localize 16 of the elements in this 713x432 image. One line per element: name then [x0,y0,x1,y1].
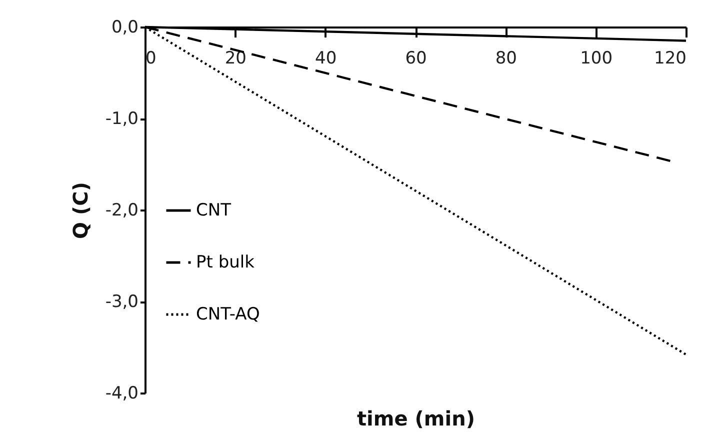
y-tick-label: -4,0 [105,384,138,404]
y-tick-label: -2,0 [105,200,138,220]
x-tick-label: 80 [495,48,517,68]
x-tick-label: 120 [654,48,686,68]
y-axis-title: Q (C) [68,182,92,239]
x-tick-label: 0 [146,48,156,68]
x-tick-label: 100 [580,48,613,68]
legend-label: Pt bulk [196,252,255,272]
y-tick-label: -1,0 [105,109,138,129]
legend-label: CNT-AQ [196,304,260,324]
x-tick-label: 60 [405,48,427,68]
y-tick-label: 0,0 [111,18,138,38]
legend-label: CNT [196,200,232,220]
x-axis-title: time (min) [357,406,475,430]
y-tick-label: -3,0 [105,292,138,312]
x-tick-label: 40 [315,48,337,68]
